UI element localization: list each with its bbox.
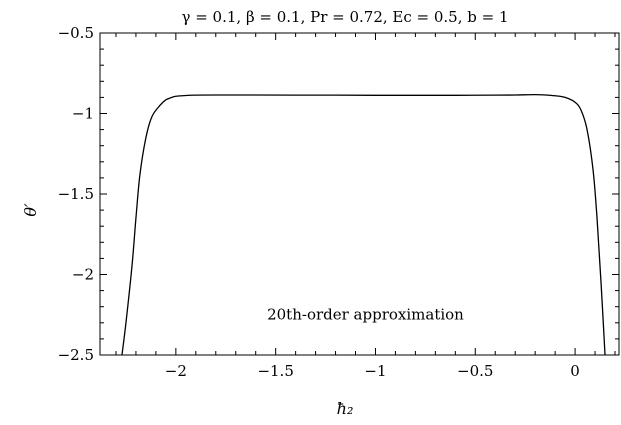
y-tick-label: −1 bbox=[72, 105, 94, 123]
y-tick-label: −0.5 bbox=[58, 24, 94, 42]
y-tick-label: −2 bbox=[72, 266, 94, 284]
y-tick-label: −2.5 bbox=[58, 346, 94, 364]
y-axis-ticks: −0.5 −1 −1.5 −2 −2.5 bbox=[58, 24, 619, 364]
series-line bbox=[121, 94, 606, 356]
minor-ticks bbox=[100, 33, 619, 355]
x-tick-label: 0 bbox=[570, 362, 580, 380]
y-axis-title: θ′ bbox=[21, 203, 40, 217]
y-tick-label: −1.5 bbox=[58, 185, 94, 203]
x-axis-title: ħ₂ bbox=[337, 399, 354, 418]
x-tick-label: −0.5 bbox=[457, 362, 493, 380]
x-tick-label: −1 bbox=[364, 362, 386, 380]
chart-title: γ = 0.1, β = 0.1, Pr = 0.72, Ec = 0.5, b… bbox=[181, 8, 508, 26]
annotation-label: 20th-order approximation bbox=[267, 306, 464, 324]
x-tick-label: −1.5 bbox=[257, 362, 293, 380]
x-axis-ticks: −2 −1.5 −1 −0.5 0 bbox=[165, 33, 580, 380]
x-tick-label: −2 bbox=[165, 362, 187, 380]
